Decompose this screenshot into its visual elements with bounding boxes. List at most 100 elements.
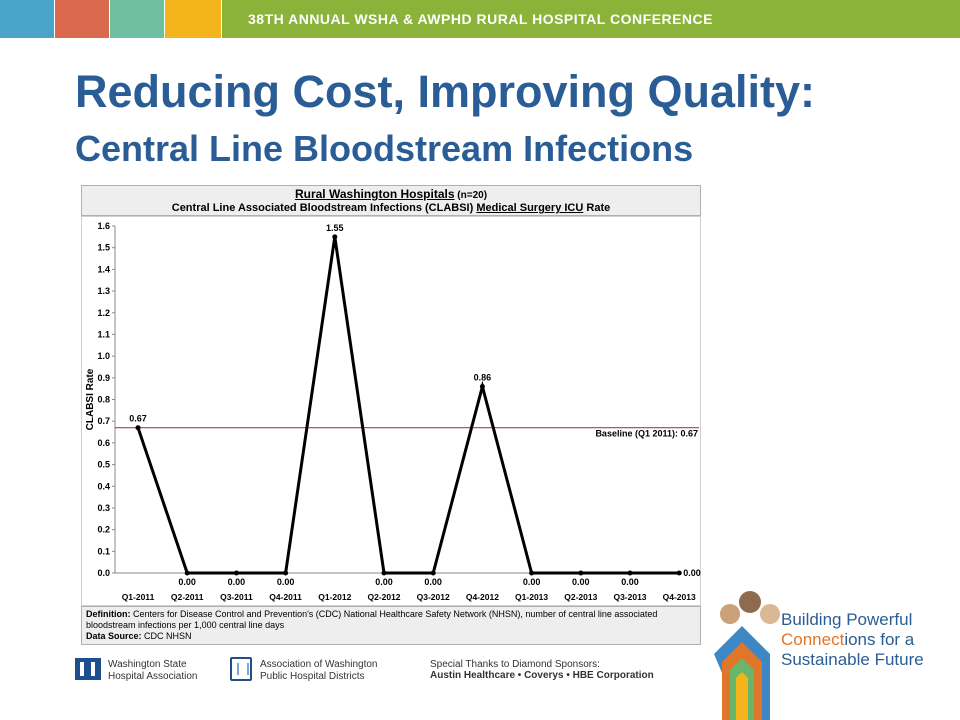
data-point: [627, 570, 633, 576]
data-point: [184, 570, 190, 576]
data-source-text: CDC NHSN: [141, 631, 192, 641]
definition-label: Definition:: [86, 609, 131, 619]
y-tick-label: 1.2: [97, 308, 110, 318]
data-point: [135, 425, 141, 431]
y-tick-label: 1.5: [97, 243, 110, 253]
x-tick-label: Q2-2012: [367, 592, 400, 602]
conf-line2-rest: ions for a: [844, 630, 915, 649]
awphd-logo-text: Association of Washington Public Hospita…: [260, 659, 377, 683]
chart-subtitle-post: Rate: [583, 202, 611, 214]
x-tick-label: Q4-2011: [269, 592, 302, 602]
x-tick-label: Q1-2011: [122, 592, 155, 602]
data-label: 0.00: [572, 577, 590, 587]
y-tick-label: 1.4: [97, 264, 110, 274]
wsha-line2: Hospital Association: [108, 671, 198, 682]
x-tick-label: Q1-2013: [515, 592, 548, 602]
header-square-blue: [0, 0, 54, 38]
awphd-logo-icon: [230, 657, 252, 681]
photo-circle-2: [739, 591, 761, 613]
chart-header: Rural Washington Hospitals (n=20) Centra…: [81, 185, 701, 216]
data-point: [332, 234, 338, 240]
x-tick-label: Q4-2012: [466, 592, 499, 602]
data-point: [479, 383, 485, 389]
data-label: 0.00: [621, 577, 639, 587]
y-tick-label: 1.1: [97, 329, 110, 339]
data-source-label: Data Source:: [86, 631, 142, 641]
chart-subtitle-pre: Central Line Associated Bloodstream Infe…: [171, 202, 477, 214]
data-label: 0.00: [523, 577, 541, 587]
chart-subtitle: Central Line Associated Bloodstream Infe…: [82, 202, 700, 214]
data-label: 0.00: [424, 577, 442, 587]
y-tick-label: 0.4: [97, 481, 110, 491]
sponsors-line1: Special Thanks to Diamond Sponsors:: [430, 659, 600, 670]
chart-frame: [81, 216, 701, 606]
header-square-yellow: [165, 0, 221, 38]
conf-line1: Building Powerful: [781, 610, 913, 629]
x-tick-label: Q3-2013: [613, 592, 646, 602]
conf-line3: Sustainable Future: [781, 650, 924, 669]
header-banner: 38TH ANNUAL WSHA & AWPHD RURAL HOSPITAL …: [222, 0, 960, 38]
x-tick-label: Q3-2012: [417, 592, 450, 602]
definition-box: Definition: Centers for Disease Control …: [81, 606, 701, 645]
data-point: [233, 570, 239, 576]
y-axis-label: CLABSI Rate: [85, 368, 96, 430]
chart-title-main: Rural Washington Hospitals: [294, 187, 455, 201]
wsha-line1: Washington State: [108, 659, 187, 670]
data-label: 0.00: [277, 577, 295, 587]
data-line: [136, 236, 680, 575]
conf-line2: Connections for a: [781, 630, 924, 650]
conference-ribbon-logo: [714, 591, 780, 720]
wsha-logo-text: Washington State Hospital Association: [108, 659, 198, 683]
data-point: [529, 570, 535, 576]
header-bar: 38TH ANNUAL WSHA & AWPHD RURAL HOSPITAL …: [0, 0, 960, 38]
clabsi-line-chart: 0.0 0.1 0.2 0.3 0.4 0.5 0.6 0.7 0.8 0.9 1.0 1.1 1.2 1…: [81, 216, 701, 606]
data-point: [578, 570, 584, 576]
data-label: 0.00: [375, 577, 393, 587]
y-tick-label: 0.5: [97, 460, 110, 470]
data-point: [381, 570, 387, 576]
photo-circle-3: [760, 604, 780, 624]
y-tick-label: 0.7: [97, 416, 110, 426]
data-label: 0.00: [683, 568, 701, 578]
header-square-red: [55, 0, 109, 38]
ribbon-graphic: [714, 591, 780, 720]
data-label: 1.55: [326, 223, 344, 233]
x-tick-label: Q1-2012: [318, 592, 351, 602]
banner-text: 38TH ANNUAL WSHA & AWPHD RURAL HOSPITAL …: [248, 11, 713, 27]
slide-title: Reducing Cost, Improving Quality:: [75, 66, 816, 117]
x-tick-label: Q4-2013: [663, 592, 696, 602]
y-tick-label: 0.1: [97, 546, 110, 556]
y-tick-label: 0.2: [97, 525, 110, 535]
y-tick-label: 0.0: [97, 568, 110, 578]
y-tick-label: 0.8: [97, 395, 110, 405]
data-label: 0.67: [129, 414, 147, 424]
y-tick-label: 0.9: [97, 373, 110, 383]
y-tick-label: 1.6: [97, 221, 110, 231]
chart-subtitle-unit: Medical Surgery ICU: [476, 202, 584, 214]
data-point: [676, 570, 682, 576]
data-point: [430, 570, 436, 576]
x-tick-label: Q3-2011: [220, 592, 253, 602]
definition-text: Centers for Disease Control and Preventi…: [86, 609, 658, 630]
y-tick-label: 1.3: [97, 286, 110, 296]
wsha-logo-icon: [75, 658, 101, 680]
photo-circle-1: [720, 604, 740, 624]
data-point: [283, 570, 289, 576]
sponsors-text: Special Thanks to Diamond Sponsors: Aust…: [430, 659, 654, 681]
y-tick-label: 0.3: [97, 503, 110, 513]
y-tick-label: 1.0: [97, 351, 110, 361]
conf-line2-highlight: Connect: [781, 630, 845, 649]
baseline-label: Baseline (Q1 2011): 0.67: [595, 429, 698, 439]
awphd-line1: Association of Washington: [260, 659, 378, 670]
chart-title-n: (n=20): [454, 190, 488, 201]
chart-title: Rural Washington Hospitals (n=20): [82, 187, 700, 201]
slide-subtitle: Central Line Bloodstream Infections: [75, 128, 694, 169]
conference-logo-text: Building Powerful Connections for a Sust…: [781, 610, 924, 670]
data-label: 0.00: [228, 577, 246, 587]
y-tick-label: 0.6: [97, 438, 110, 448]
x-tick-label: Q2-2013: [564, 592, 597, 602]
x-tick-label: Q2-2011: [171, 592, 204, 602]
sponsors-line2: Austin Healthcare • Coverys • HBE Corpor…: [430, 670, 654, 681]
data-label: 0.86: [474, 372, 492, 382]
awphd-line2: Public Hospital Districts: [260, 671, 365, 682]
